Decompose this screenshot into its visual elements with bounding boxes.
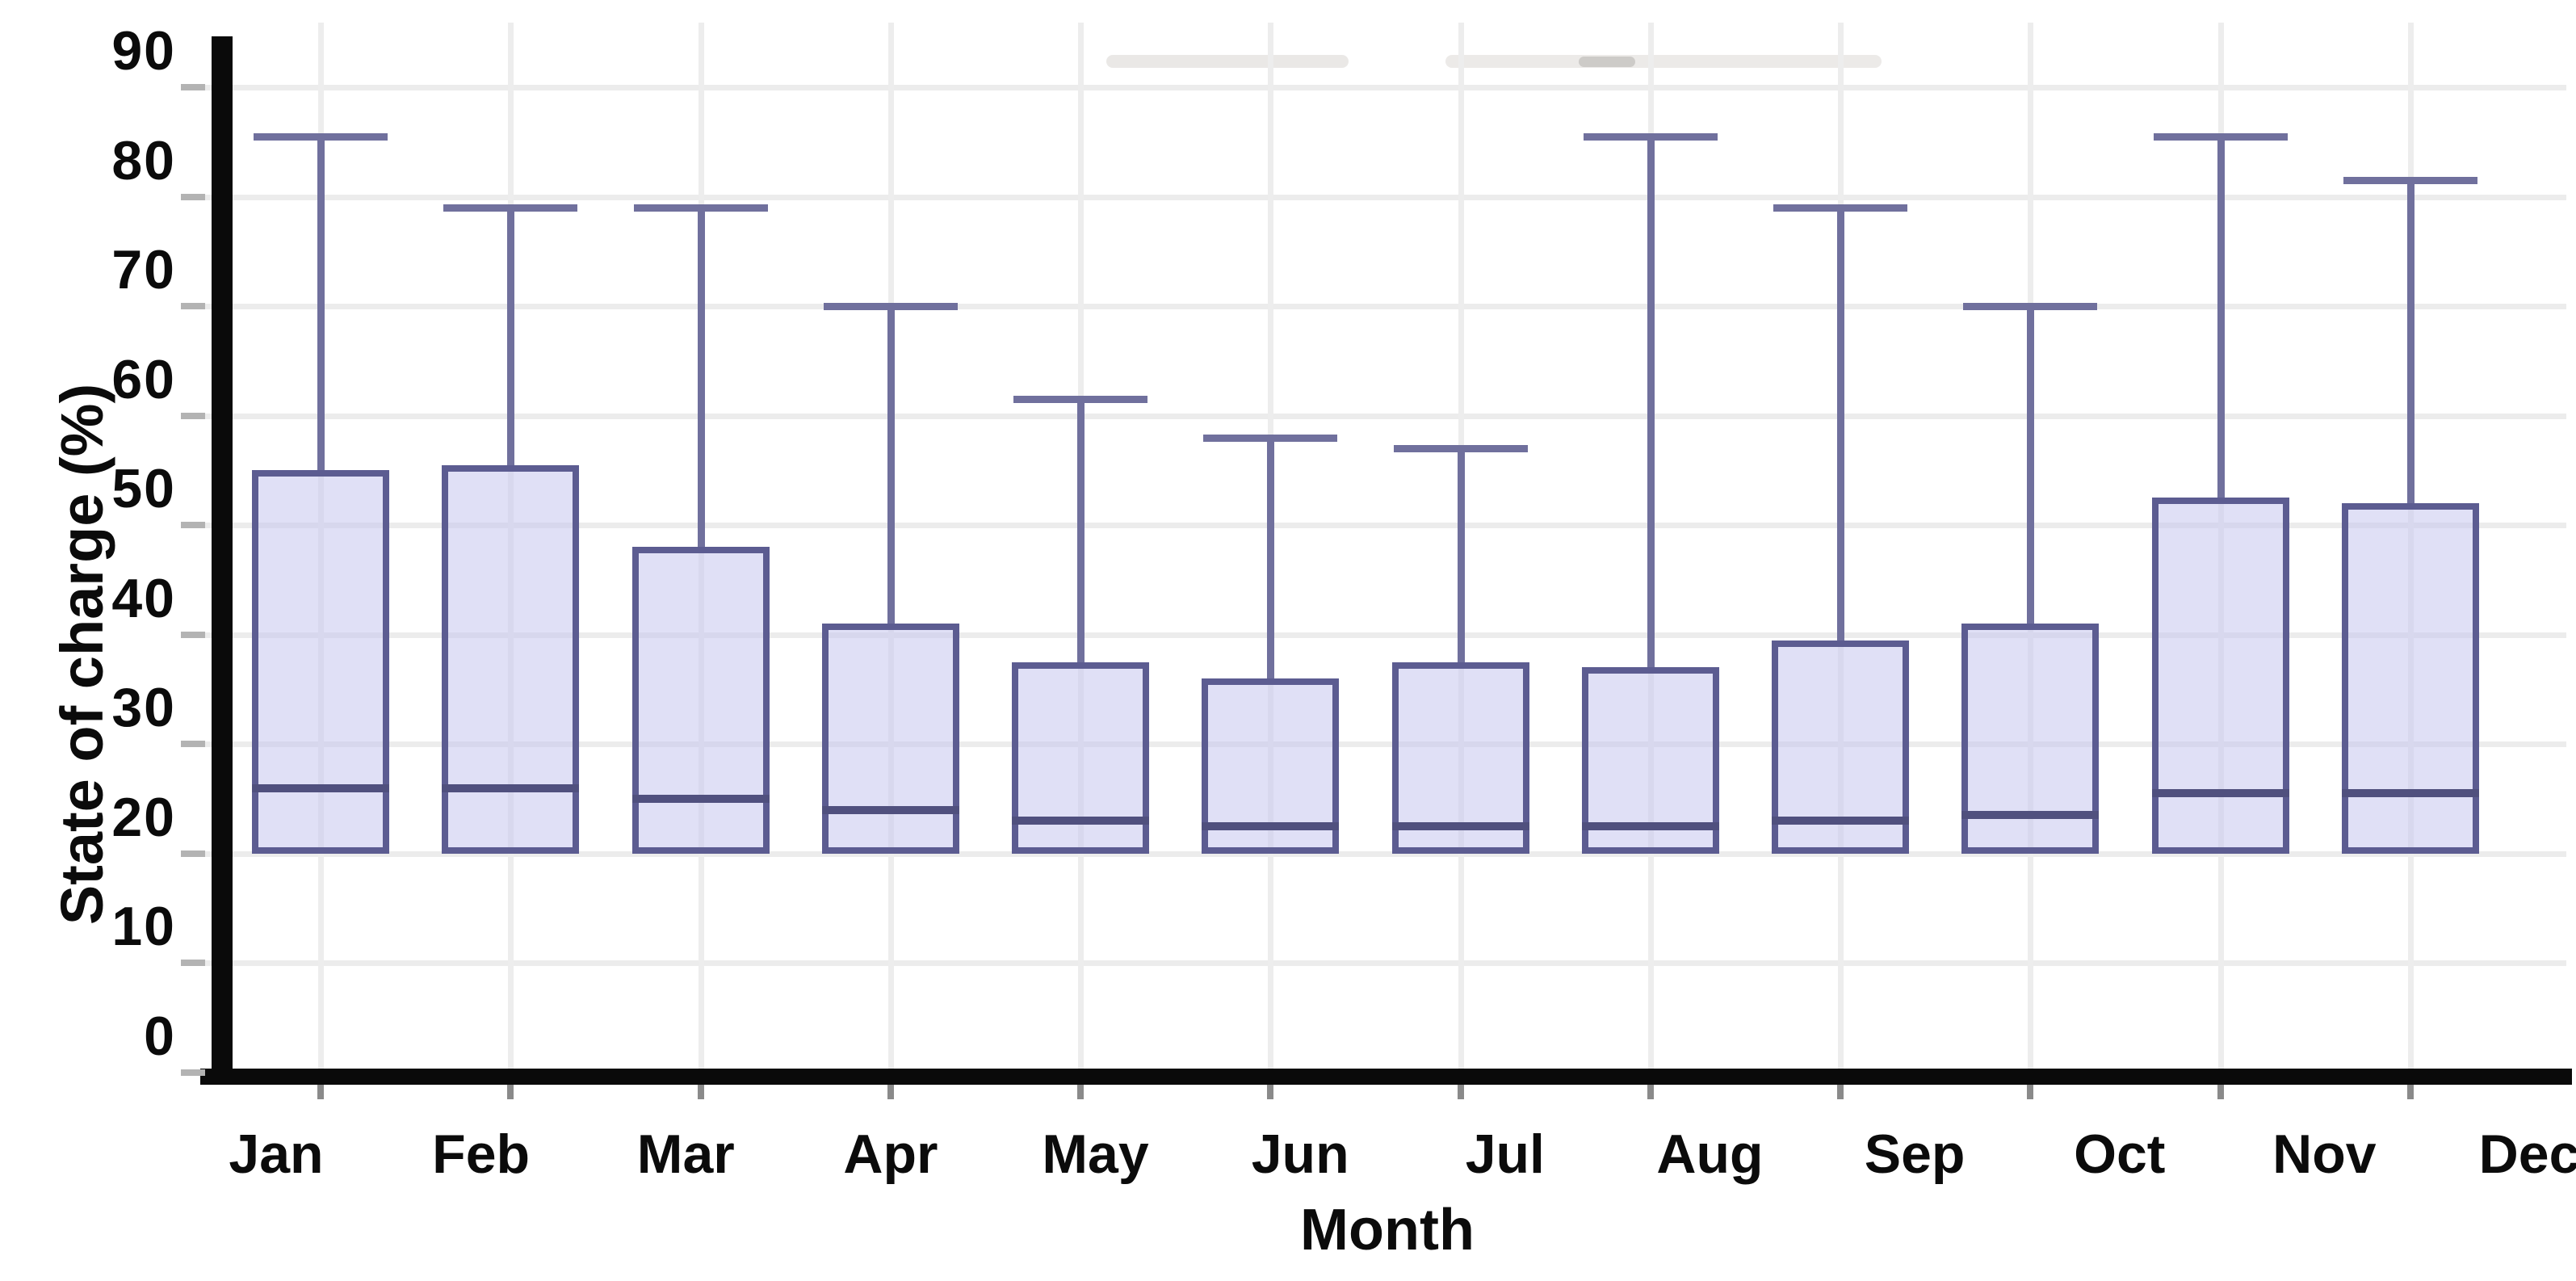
gridline-horizontal [202,741,2566,748]
median-line [631,795,770,804]
y-tick-label: 60 [111,348,176,410]
x-tick [887,1085,894,1099]
median-line [2151,789,2289,798]
x-tick [2217,1085,2224,1099]
gridline-horizontal [202,84,2566,90]
median-line [1202,821,1340,830]
x-tick [1267,1085,1274,1099]
y-tick-label: 90 [111,19,176,82]
box-jan [252,470,389,854]
median-line [1772,817,1910,825]
y-axis-title: State of charge (%) [48,383,115,926]
median-line [1391,821,1529,830]
x-tick [2027,1085,2034,1099]
median-line [2341,789,2479,798]
x-tick-label-feb: Feb [432,1124,531,1185]
whisker-stem [1837,208,1845,640]
median-line [442,783,580,792]
y-tick-label: 80 [111,129,176,191]
x-tick-label-apr: Apr [843,1124,938,1185]
gridline-horizontal [202,632,2566,638]
x-tick-label-dec: Dec [2478,1124,2576,1185]
y-tick-label: 10 [111,896,176,958]
x-tick-label-jun: Jun [1251,1124,1349,1185]
x-tick [1457,1085,1464,1099]
y-tick-label: 40 [111,567,176,629]
y-tick [181,522,205,529]
box-mar [631,547,770,854]
x-tick-label-may: May [1042,1124,1149,1185]
x-tick [1837,1085,1844,1099]
whisker-stem [697,208,705,548]
whisker-stem [887,306,895,624]
median-line [1012,817,1150,825]
ghost-smudge [1445,55,1882,68]
whisker-stem [1077,399,1085,662]
whisker-stem [507,208,515,465]
whisker-stem [2217,136,2225,498]
whisker-stem [2027,306,2035,624]
median-line [1961,811,2100,820]
gridline-horizontal [202,850,2566,857]
gridline-horizontal [202,523,2566,529]
x-tick-label-jul: Jul [1465,1124,1545,1185]
y-tick-label: 70 [111,239,176,301]
y-tick [181,193,205,200]
x-tick [1077,1085,1085,1099]
x-axis-line [200,1069,2572,1085]
x-tick [317,1085,324,1099]
y-tick-label: 20 [111,786,176,848]
gridline-horizontal [202,960,2566,967]
box-jul [1391,662,1529,854]
median-line [821,805,959,814]
whisker-stem [1267,437,1275,678]
median-line [252,783,389,792]
y-axis-line [212,36,233,1085]
whisker-stem [1457,448,1465,662]
box-feb [442,464,580,854]
y-tick [181,631,205,638]
x-axis-title: Month [1300,1198,1475,1262]
y-tick [181,741,205,748]
whisker-stem [317,136,325,471]
y-tick [181,960,205,967]
box-apr [821,624,959,854]
box-dec [2341,503,2479,854]
box-nov [2151,498,2289,854]
median-line [1581,821,1719,830]
x-tick-label-oct: Oct [2074,1124,2166,1185]
y-tick [181,303,205,310]
whisker-stem [2406,180,2414,504]
x-tick [1647,1085,1654,1099]
ghost-smudge [1579,57,1635,67]
x-tick-label-jan: Jan [229,1124,324,1185]
y-tick [181,83,205,90]
gridline-horizontal [202,413,2566,419]
y-tick-label: 50 [111,458,176,520]
gridline-horizontal [202,304,2566,310]
y-tick [181,412,205,419]
y-tick [181,1069,205,1076]
x-tick-label-mar: Mar [636,1124,735,1185]
x-tick [507,1085,514,1099]
x-tick-label-aug: Aug [1656,1124,1764,1185]
gridline-horizontal [202,194,2566,200]
y-tick-label: 0 [144,1006,176,1067]
x-tick [697,1085,704,1099]
x-tick-label-nov: Nov [2272,1124,2377,1185]
box-may [1012,662,1150,854]
y-tick [181,850,205,857]
whisker-stem [1647,136,1655,668]
y-tick-label: 30 [111,677,176,739]
ghost-smudge [1106,55,1349,68]
x-tick [2406,1085,2414,1099]
x-tick-label-sep: Sep [1864,1124,1966,1185]
